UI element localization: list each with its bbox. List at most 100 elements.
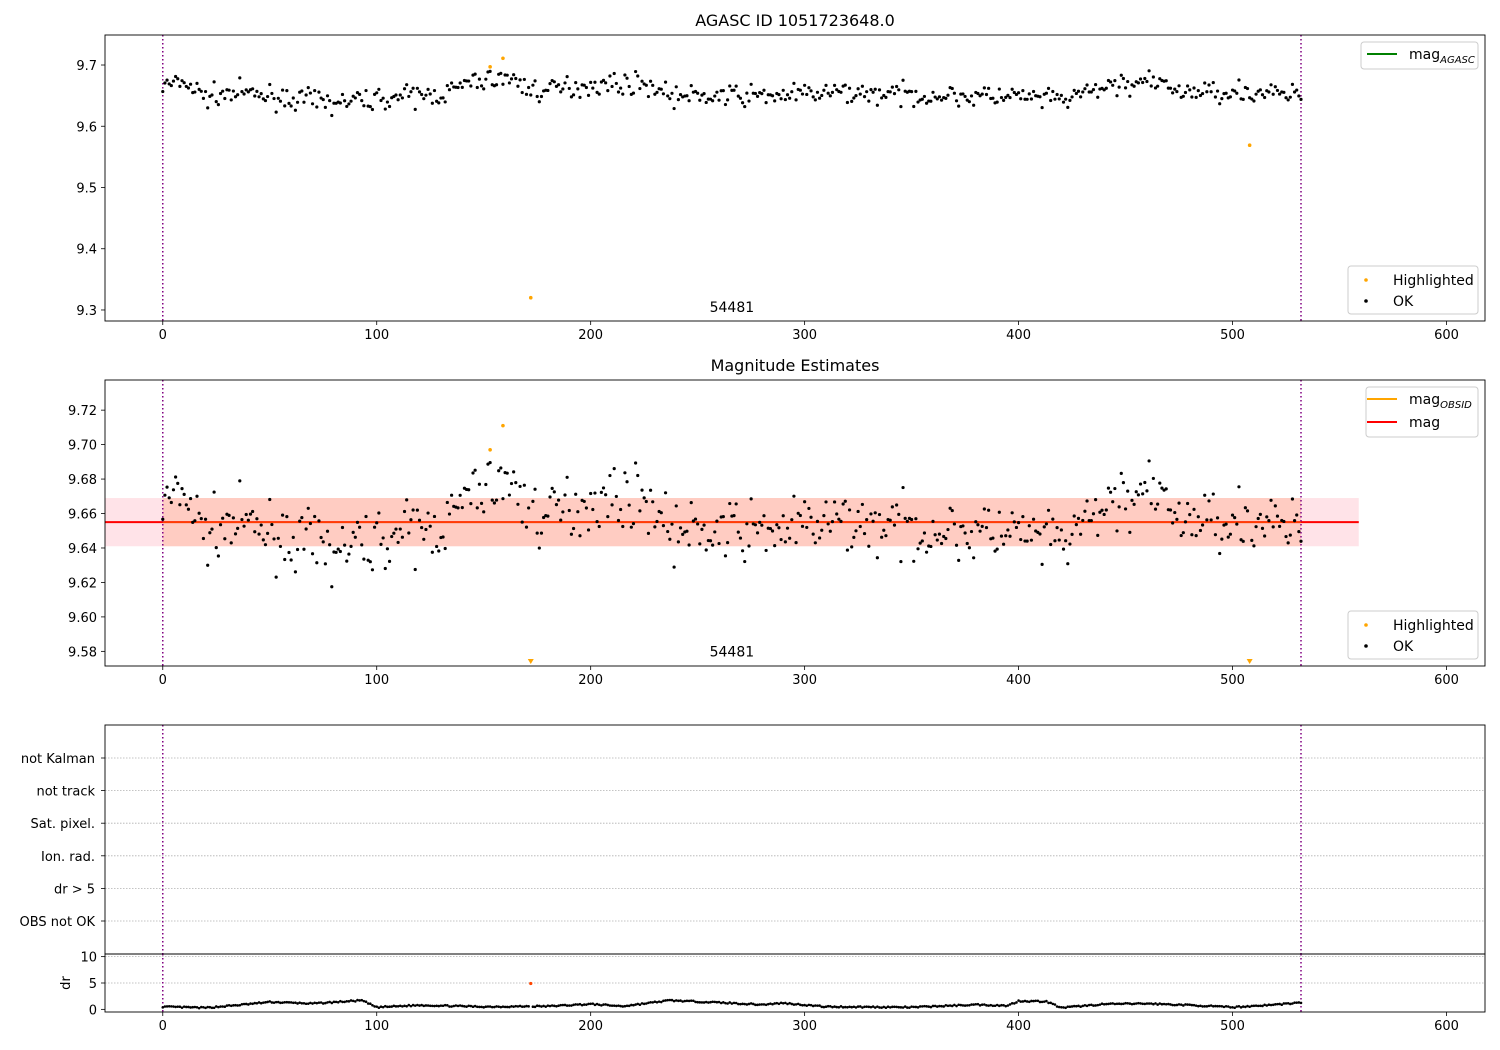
data-point xyxy=(531,499,535,503)
data-point xyxy=(1213,95,1218,99)
data-point xyxy=(1196,515,1200,519)
data-point xyxy=(548,1004,552,1008)
data-point xyxy=(755,531,760,535)
data-point xyxy=(800,524,805,528)
data-point xyxy=(1085,83,1089,87)
data-point xyxy=(405,498,409,502)
data-point xyxy=(798,513,802,518)
data-point xyxy=(679,999,682,1002)
data-point xyxy=(379,542,383,546)
data-point xyxy=(1151,75,1155,79)
y-tick-label: 9.70 xyxy=(68,439,97,454)
data-point xyxy=(1181,531,1185,535)
x-tick-label: 300 xyxy=(792,328,817,343)
data-point xyxy=(931,1004,935,1008)
data-point xyxy=(381,1005,385,1009)
data-point xyxy=(1186,1003,1189,1006)
data-point xyxy=(336,547,340,551)
data-point xyxy=(884,1006,888,1010)
data-point xyxy=(1119,73,1123,77)
data-point xyxy=(882,93,886,98)
data-point xyxy=(221,516,225,520)
data-point xyxy=(396,98,400,102)
data-point xyxy=(805,525,809,530)
data-point xyxy=(670,522,674,526)
data-point xyxy=(552,80,556,84)
data-point xyxy=(814,1004,817,1007)
data-point xyxy=(484,77,488,81)
flag-label: dr > 5 xyxy=(54,882,95,897)
data-point xyxy=(304,527,308,531)
data-point xyxy=(862,531,867,536)
data-point xyxy=(494,498,499,502)
data-point xyxy=(831,1005,834,1009)
data-point xyxy=(1064,97,1068,101)
data-point xyxy=(935,1005,939,1008)
data-point xyxy=(338,549,342,554)
data-point xyxy=(402,87,407,91)
data-point xyxy=(1117,85,1121,89)
data-point xyxy=(933,1004,937,1008)
y-tick-label: 9.5 xyxy=(76,181,97,196)
ok-points xyxy=(161,69,1303,118)
data-point xyxy=(328,543,332,547)
data-point xyxy=(1252,99,1256,103)
data-point xyxy=(1292,90,1297,94)
data-point xyxy=(544,1005,548,1008)
data-point xyxy=(1096,1003,1100,1007)
data-point xyxy=(1021,515,1025,519)
data-point xyxy=(1271,525,1275,529)
data-point xyxy=(358,92,362,96)
data-point xyxy=(518,484,522,489)
data-point xyxy=(467,488,471,492)
data-point xyxy=(1068,98,1072,102)
data-point xyxy=(980,92,984,96)
data-point xyxy=(238,479,242,483)
data-point xyxy=(1006,528,1010,532)
data-point xyxy=(1286,98,1290,102)
data-point xyxy=(600,1004,603,1007)
data-point xyxy=(779,97,783,101)
data-point xyxy=(343,1000,346,1004)
data-point xyxy=(1151,476,1155,481)
data-point xyxy=(937,532,942,536)
data-point xyxy=(597,92,601,96)
data-point xyxy=(939,541,944,546)
data-point xyxy=(790,518,794,522)
data-point xyxy=(253,530,257,534)
data-point xyxy=(953,1003,956,1007)
data-point xyxy=(869,512,873,516)
data-point xyxy=(717,98,721,102)
data-point xyxy=(1076,89,1081,93)
data-point xyxy=(244,1002,248,1006)
data-point xyxy=(328,98,332,103)
data-point xyxy=(597,524,601,529)
data-point xyxy=(469,84,473,88)
data-point xyxy=(482,510,486,514)
data-point xyxy=(1057,97,1061,101)
axes-frame xyxy=(104,379,1486,667)
data-point xyxy=(634,461,638,465)
data-point xyxy=(163,493,167,497)
data-point xyxy=(856,87,860,91)
data-point xyxy=(437,549,441,553)
data-point xyxy=(1284,534,1288,539)
data-point xyxy=(1128,1002,1132,1005)
data-point xyxy=(954,543,959,547)
data-point xyxy=(473,1004,477,1008)
data-point xyxy=(296,1002,299,1005)
data-point xyxy=(708,539,713,543)
data-point xyxy=(647,1001,650,1005)
data-point xyxy=(738,96,743,100)
data-point xyxy=(850,1005,853,1009)
data-point xyxy=(687,99,691,103)
data-point xyxy=(924,550,929,554)
data-point xyxy=(535,94,539,99)
data-point xyxy=(1089,518,1093,523)
data-point xyxy=(933,533,937,537)
data-point xyxy=(317,519,321,523)
y-axis-label: dr xyxy=(59,976,74,990)
data-point xyxy=(172,1005,175,1008)
data-point xyxy=(420,92,424,97)
